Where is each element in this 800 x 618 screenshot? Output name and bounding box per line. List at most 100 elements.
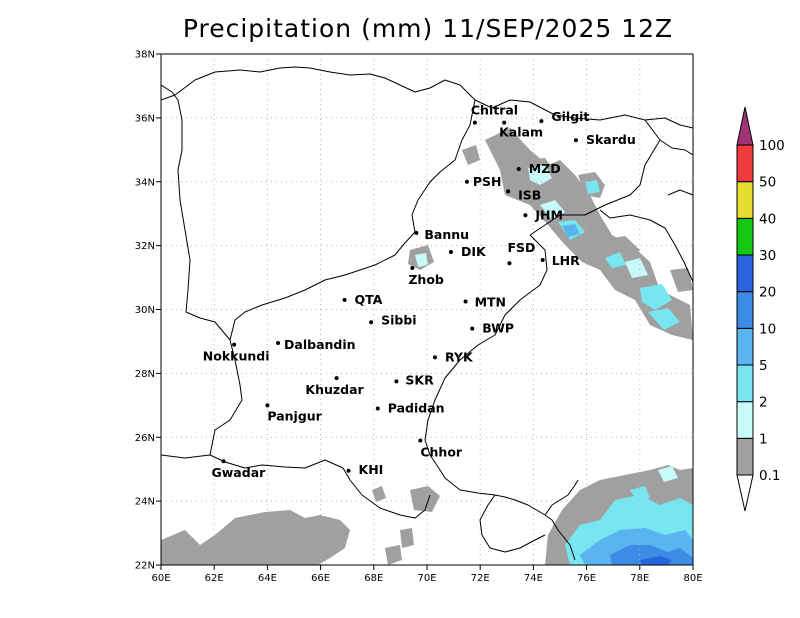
country-borders [161, 66, 693, 561]
colorbar-segment [736, 291, 754, 329]
city-label: Chitral [471, 103, 518, 118]
city-marker [573, 138, 578, 143]
lon-tick-label: 60E [151, 573, 170, 584]
lon-tick-label: 62E [205, 573, 224, 584]
city-label: BWP [482, 321, 514, 336]
city-marker [464, 179, 469, 184]
city-label: Khuzdar [305, 382, 364, 397]
colorbar-segment [736, 181, 754, 219]
city-label: FSD [507, 240, 535, 255]
rain-area-north [562, 224, 580, 237]
lon-tick-label: 78E [630, 573, 649, 584]
colorbar-label: 100 [759, 138, 785, 154]
city-marker [375, 406, 380, 411]
city-marker [265, 403, 270, 408]
rain-area-north [415, 253, 428, 267]
city-label: Nokkundi [203, 349, 270, 364]
iran-border [161, 454, 211, 459]
city-marker [369, 320, 374, 325]
rain-area-southwest [410, 486, 440, 512]
lat-tick-label: 36N [135, 113, 155, 124]
afghanistan-border [161, 66, 476, 101]
coastline [479, 494, 546, 553]
coastline [209, 454, 431, 519]
city-marker [342, 297, 347, 302]
rain-area-southeast [658, 466, 678, 482]
city-markers: Chitral Gilgit Kalam Skardu MZD PSH ISB JHM Bann… [203, 103, 636, 481]
colorbar-label: 2 [759, 395, 768, 411]
colorbar-segment [736, 144, 754, 183]
pakistan-border [209, 99, 476, 456]
colorbar-label: 10 [759, 321, 776, 337]
colorbar-segment [736, 401, 754, 439]
colorbar-label: 20 [759, 285, 776, 301]
rain-area-north [585, 180, 600, 194]
lat-tick-label: 28N [135, 369, 155, 380]
city-marker [539, 119, 544, 124]
colorbar-under-triangle [736, 474, 754, 512]
city-marker [334, 376, 339, 381]
rain-area-north [540, 200, 565, 220]
colorbar-segment [736, 254, 754, 293]
lat-tick-label: 32N [135, 241, 155, 252]
colorbar-legend: 0.1 1 2 5 10 20 30 40 50 100 [736, 106, 785, 512]
city-label: RYK [445, 349, 474, 364]
city-marker [410, 265, 415, 270]
precipitation-shading [161, 128, 693, 565]
city-marker [276, 341, 281, 346]
rain-area-southeast [630, 486, 650, 500]
lat-tick-label: 26N [135, 433, 155, 444]
rain-area-north [670, 268, 693, 292]
city-marker [540, 257, 545, 262]
rain-area-north [640, 284, 672, 310]
china-border [667, 189, 693, 196]
axis-ticks: 60E 62E 64E 66E 68E 70E 72E 74E 76E 78E 80E 22N 24N 2… [135, 50, 703, 585]
city-label: KHI [359, 462, 384, 477]
city-label: Sibbi [381, 312, 416, 327]
lon-tick-label: 66E [311, 573, 330, 584]
rain-area-north [648, 308, 680, 330]
city-label: Gwadar [212, 465, 267, 480]
colorbar-segment [736, 437, 754, 476]
pakistan-border [424, 234, 548, 456]
city-label: LHR [552, 253, 580, 268]
colorbar-label: 0.1 [759, 468, 780, 484]
city-marker [394, 379, 399, 384]
city-marker [507, 261, 512, 266]
city-label: Kalam [499, 125, 543, 140]
coastline [429, 454, 576, 561]
colorbar-label: 1 [759, 431, 768, 447]
city-label: Padidan [388, 401, 445, 416]
city-label: Dalbandin [284, 337, 356, 352]
city-label: Gilgit [551, 109, 589, 124]
city-marker [523, 213, 528, 218]
china-border [644, 117, 693, 129]
city-marker [346, 468, 351, 473]
lon-tick-label: 74E [524, 573, 543, 584]
rain-area-north [600, 236, 640, 262]
lon-tick-label: 68E [364, 573, 383, 584]
lat-tick-label: 38N [135, 50, 155, 61]
rain-area-southwest [400, 528, 414, 548]
colorbar-segment [736, 327, 754, 366]
rain-area-southwest [161, 510, 350, 565]
colorbar-segment [736, 217, 754, 256]
city-marker [418, 438, 423, 443]
rain-area-southwest [372, 486, 386, 502]
city-marker [470, 326, 475, 331]
rain-area-southeast [610, 545, 693, 565]
city-label: Zhob [408, 272, 444, 287]
lon-tick-label: 70E [417, 573, 436, 584]
city-label: MTN [475, 295, 506, 310]
rain-area-southwest [385, 545, 402, 565]
lon-tick-label: 80E [683, 573, 702, 584]
colorbar-over-triangle [736, 106, 754, 146]
city-label: Bannu [424, 227, 469, 242]
lat-tick-label: 30N [135, 305, 155, 316]
coastline [544, 479, 579, 516]
rain-area-north [605, 252, 626, 268]
city-label: QTA [355, 292, 383, 307]
city-marker [414, 230, 419, 235]
lat-tick-label: 34N [135, 177, 155, 188]
